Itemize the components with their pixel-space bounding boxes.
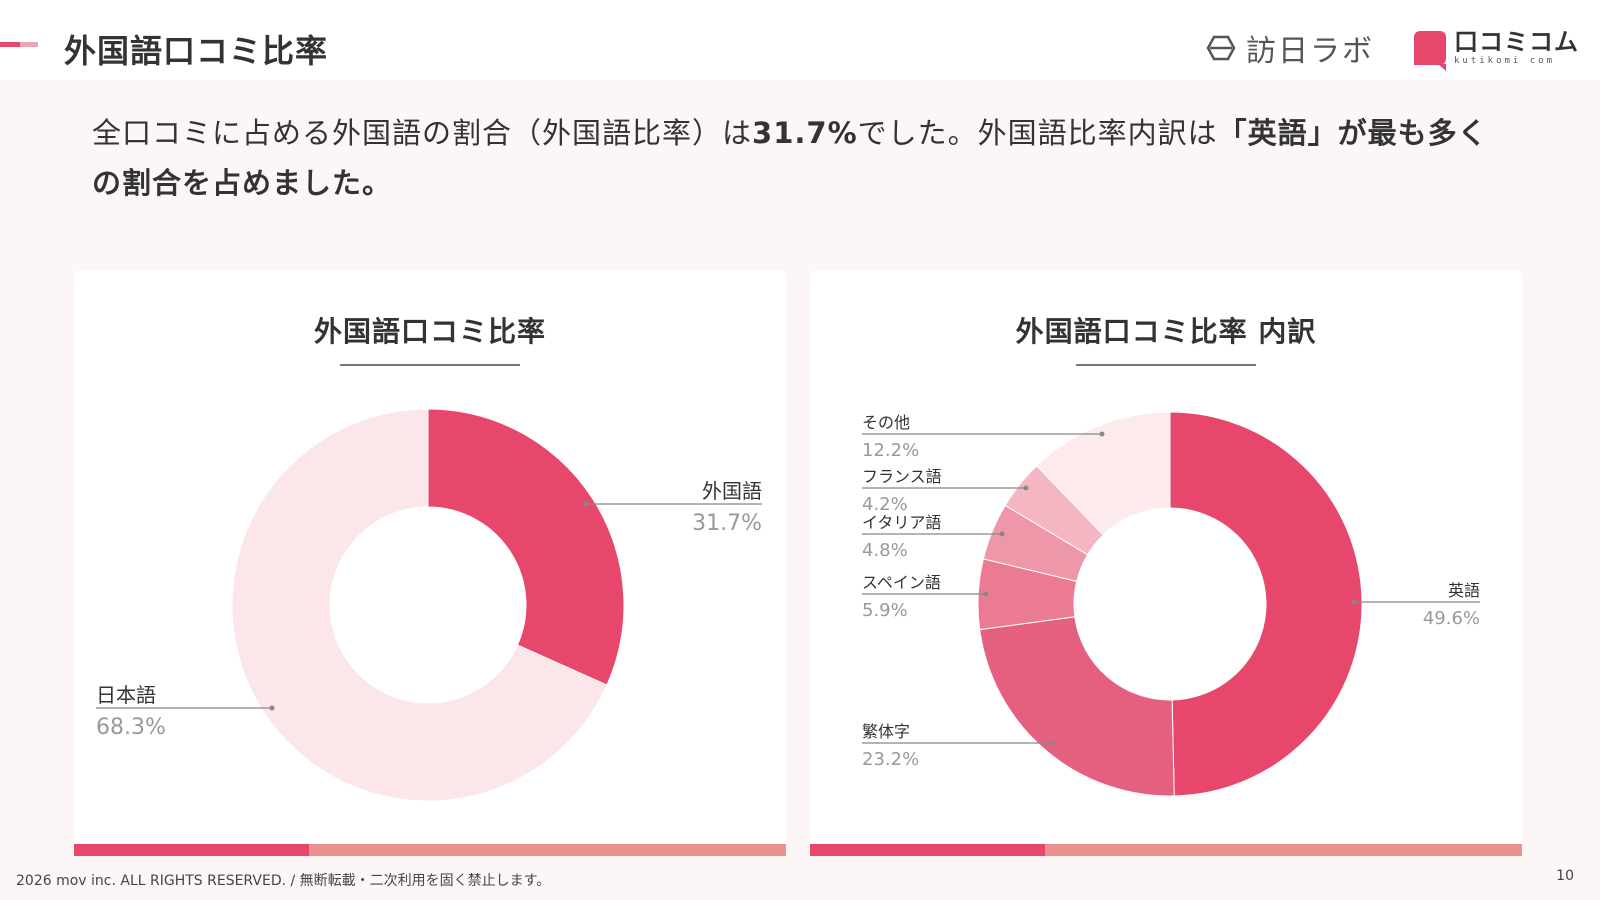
- slice-label: 繁体字: [862, 722, 910, 741]
- donut-slice-6: [1036, 411, 1171, 536]
- summary-part2: でした。外国語比率内訳は: [857, 116, 1218, 150]
- page-title: 外国語口コミ比率: [64, 32, 329, 70]
- slice-value-label: 4.8%: [862, 540, 908, 561]
- slice-label: フランス語: [862, 467, 942, 486]
- summary-part1: 全口コミに占める外国語の割合（外国語比率）は: [92, 116, 753, 150]
- page-number: 10: [1556, 868, 1574, 884]
- foreign-ratio-donut-chart: 外国語 31.7% 日本語 68.3%: [96, 408, 762, 802]
- foreign-breakdown-card: 外国語口コミ比率 内訳 英語 49.6% 繁体字 23.2% スペイン語 5.9% イタリア…: [810, 270, 1522, 856]
- foreign-ratio-chart-title: 外国語口コミ比率: [313, 315, 546, 348]
- copyright-footer: 2026 mov inc. ALL RIGHTS RESERVED. / 無断転…: [16, 873, 551, 889]
- card-bottom-bar: [74, 844, 786, 856]
- slice-label: その他: [862, 413, 910, 432]
- donut-slice-1: [1169, 411, 1363, 797]
- houjin-lab-logo-text: 訪日ラボ: [1246, 34, 1374, 69]
- summary-text: 全口コミに占める外国語の割合（外国語比率）は31.7%でした。外国語比率内訳は「…: [92, 108, 1512, 208]
- slice-value-label: 31.7%: [692, 511, 762, 536]
- header: 外国語口コミ比率 訪日ラボ 口コミコム kutikomi com: [0, 0, 1600, 80]
- foreign-breakdown-chart-title: 外国語口コミ比率 内訳: [1015, 315, 1317, 348]
- summary-highlight-rate: 31.7%: [752, 116, 858, 150]
- slice-value-label: 49.6%: [1423, 608, 1480, 629]
- donut-slice-2: [231, 408, 608, 802]
- foreign-breakdown-donut-chart: 英語 49.6% 繁体字 23.2% スペイン語 5.9% イタリア語 4.8% フランス語 4.…: [862, 411, 1480, 797]
- summary-highlight-lang: 「英語」: [1217, 116, 1338, 150]
- slice-label: 日本語: [96, 683, 156, 707]
- card-bottom-bar: [810, 844, 1522, 856]
- slice-label: 外国語: [702, 479, 762, 503]
- kuchikomi-com-logo: 口コミコム kutikomi com: [1414, 28, 1579, 71]
- slice-value-label: 68.3%: [96, 715, 166, 740]
- slice-value-label: 5.9%: [862, 600, 908, 621]
- foreign-ratio-card: 外国語口コミ比率 外国語 31.7% 日本語 68.3%: [74, 270, 786, 856]
- kuchikomi-logo-subtext: kutikomi com: [1454, 56, 1556, 66]
- kuchikomi-bubble-icon: [1414, 31, 1446, 71]
- slice-value-label: 23.2%: [862, 749, 919, 770]
- houjin-lab-mark-icon: [1206, 35, 1236, 61]
- slice-value-label: 4.2%: [862, 494, 908, 515]
- donut-slice-1: [427, 408, 625, 686]
- slice-value-label: 12.2%: [862, 440, 919, 461]
- slice-label: 英語: [1448, 581, 1480, 600]
- title-underline: [1076, 364, 1256, 366]
- title-underline: [340, 364, 520, 366]
- summary-part3: が最も多くの割合を占めました。: [92, 116, 1488, 200]
- slice-label: イタリア語: [862, 513, 941, 532]
- houjin-lab-logo: 訪日ラボ: [1206, 28, 1374, 69]
- slice-label: スペイン語: [862, 573, 941, 592]
- title-accent-bar: [0, 42, 38, 47]
- kuchikomi-logo-text: 口コミコム: [1454, 28, 1579, 56]
- donut-slice-2: [979, 616, 1175, 797]
